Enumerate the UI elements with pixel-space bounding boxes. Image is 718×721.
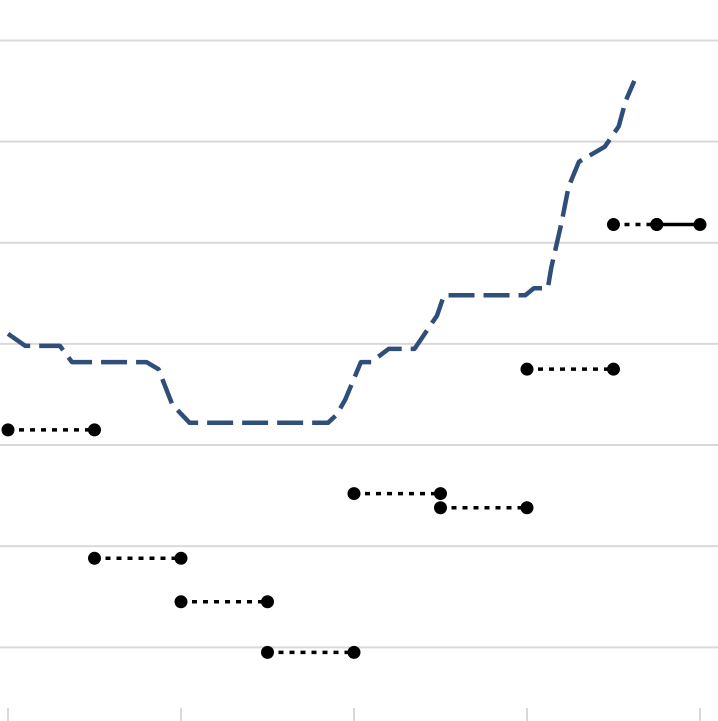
segment-endpoint-marker <box>347 645 361 659</box>
line-series-layer <box>6 80 637 426</box>
segment-1 <box>87 551 188 565</box>
segment-endpoint-marker <box>174 595 188 609</box>
segment-endpoint-marker <box>433 487 447 501</box>
segment-6 <box>520 362 620 376</box>
segments-layer <box>1 218 707 659</box>
segment-2 <box>174 595 274 609</box>
segment-endpoint-marker <box>1 423 15 437</box>
segment-endpoint-marker <box>520 501 534 515</box>
segment-4 <box>347 487 447 501</box>
segment-endpoint-marker <box>260 645 274 659</box>
segment-endpoint-marker <box>87 551 101 565</box>
segment-endpoint-marker <box>693 218 707 232</box>
segment-endpoint-marker <box>260 595 274 609</box>
segment-endpoint-marker <box>347 487 361 501</box>
segment-endpoint-marker <box>174 551 188 565</box>
segment-0 <box>1 423 101 437</box>
segment-3 <box>260 645 361 659</box>
segment-5 <box>433 501 534 515</box>
segment-endpoint-marker <box>433 501 447 515</box>
grid-layer <box>0 39 718 649</box>
segment-endpoint-marker <box>520 362 534 376</box>
segment-endpoint-marker <box>87 423 101 437</box>
x-axis <box>7 708 701 721</box>
segment-endpoint-marker <box>606 362 620 376</box>
segment-endpoint-marker <box>606 218 620 232</box>
segment-endpoint-marker <box>650 218 664 232</box>
segment-8 <box>650 218 707 232</box>
line-series-0 <box>6 80 637 426</box>
